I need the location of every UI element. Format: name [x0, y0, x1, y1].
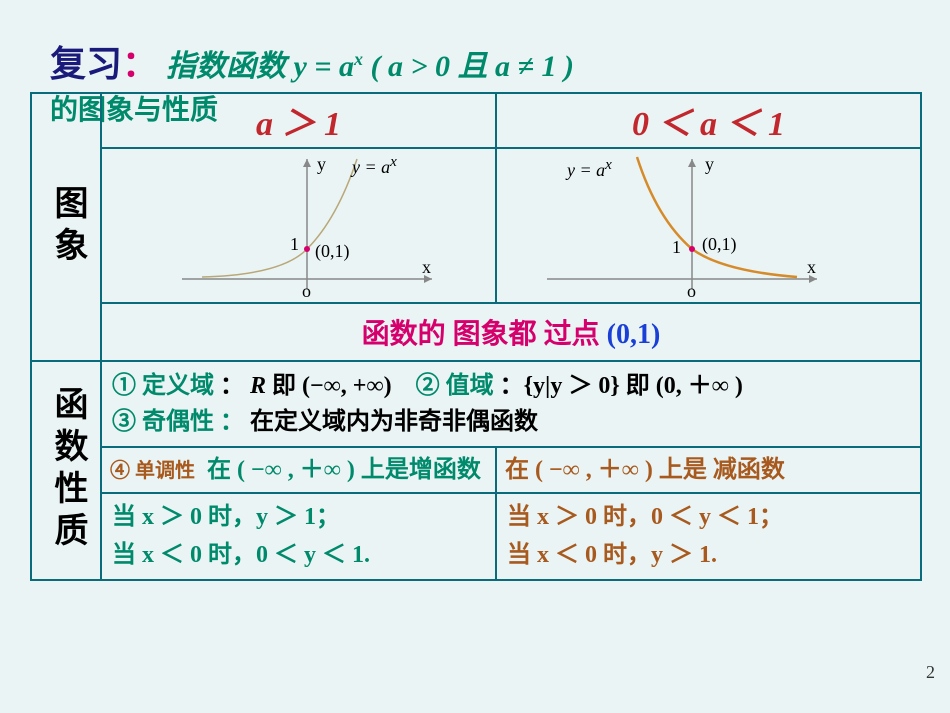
parity-label: ③ 奇偶性 ：	[112, 409, 244, 435]
values-right-b: 当 x ＜ 0 时，y ＞ 1.	[507, 536, 910, 574]
title-main: 指数函数 y = a	[166, 50, 354, 83]
graph-a-gt-1	[102, 149, 497, 304]
domain-R: R	[250, 373, 266, 399]
one-label-right: 1	[672, 237, 681, 258]
o-label-right: o	[687, 281, 696, 302]
header-a-lt-1: 0 ＜ a ＜ 1	[496, 93, 921, 148]
title-sup: x	[354, 49, 363, 69]
point-label-right: (0,1)	[702, 234, 737, 255]
o-label-left: o	[302, 281, 311, 302]
range-label: ② 值域	[416, 373, 494, 399]
values-right-a: 当 x ＞ 0 时，0 ＜ y ＜ 1；	[507, 498, 910, 536]
common-point-coord: (0,1)	[607, 319, 661, 350]
parity-line: ③ 奇偶性 ： 在定义域内为非奇非偶函数	[112, 404, 910, 440]
parity-value: 在定义域内为非奇非偶函数	[250, 409, 538, 435]
common-point-row: 函数的 图象都 过点 (0,1)	[101, 303, 921, 361]
domain-range-line: ① 定义域 ： R 即 (−∞, +∞) ② 值域 ：{y|y ＞ 0} 即 (…	[112, 368, 910, 404]
domain-label: ① 定义域	[112, 373, 214, 399]
one-label-left: 1	[290, 234, 299, 255]
range-value: ：{y|y ＞ 0} 即 (0, ＋∞ )	[500, 373, 743, 399]
domain-range-parity: ① 定义域 ： R 即 (−∞, +∞) ② 值域 ：{y|y ＞ 0} 即 (…	[101, 361, 921, 447]
values-left-b: 当 x ＜ 0 时，0 ＜ y ＜ 1.	[112, 536, 485, 574]
monotone-left-cell: ④ 单调性 在 ( −∞ , ＋∞ ) 上是增函数	[101, 447, 496, 493]
domain-colon: ：	[220, 373, 244, 399]
monotone-left: 在 ( −∞ , ＋∞ ) 上是增函数	[207, 457, 481, 483]
graph-right-cell: y = ax y 1 (0,1) x o	[496, 148, 921, 303]
vlabel-props: 函数性质	[31, 361, 101, 580]
title-cond: ( a > 0 且 a ≠ 1 )	[363, 50, 574, 83]
y-label-right: y	[705, 154, 714, 175]
colon: ：	[122, 35, 158, 87]
eq-label-right: y = ax	[567, 157, 612, 181]
x-label-left: x	[422, 257, 431, 278]
values-left-cell: 当 x ＞ 0 时，y ＞ 1； 当 x ＜ 0 时，0 ＜ y ＜ 1.	[101, 493, 496, 580]
page-number: 2	[926, 662, 935, 683]
vlabel-graph: 图象	[31, 93, 101, 361]
monotone-right-cell: 在 ( −∞ , ＋∞ ) 上是 减函数	[496, 447, 921, 493]
review-label: 复习	[50, 35, 122, 87]
title-function: 指数函数 y = ax ( a > 0 且 a ≠ 1 )	[166, 41, 574, 85]
point-label-left: (0,1)	[315, 241, 350, 262]
eq-label-left: y = ax	[352, 154, 397, 178]
header-a-gt-1: a ＞ 1	[101, 93, 496, 148]
monotone-label: ④ 单调性	[110, 460, 195, 482]
properties-table: 图象 a ＞ 1 0 ＜ a ＜ 1 y y = ax 1 (0,1) x	[30, 92, 922, 581]
domain-rest: 即 (−∞, +∞)	[272, 373, 392, 399]
graph-left-cell: y y = ax 1 (0,1) x o	[101, 148, 496, 303]
values-left-a: 当 x ＞ 0 时，y ＞ 1；	[112, 498, 485, 536]
values-right-cell: 当 x ＞ 0 时，0 ＜ y ＜ 1； 当 x ＜ 0 时，y ＞ 1.	[496, 493, 921, 580]
y-label-left: y	[317, 154, 326, 175]
x-label-right: x	[807, 257, 816, 278]
common-point-text: 函数的 图象都 过点	[362, 319, 607, 350]
monotone-right: 在 ( −∞ , ＋∞ ) 上是 减函数	[505, 457, 785, 483]
title-row: 复习 ： 指数函数 y = ax ( a > 0 且 a ≠ 1 )	[50, 35, 574, 87]
